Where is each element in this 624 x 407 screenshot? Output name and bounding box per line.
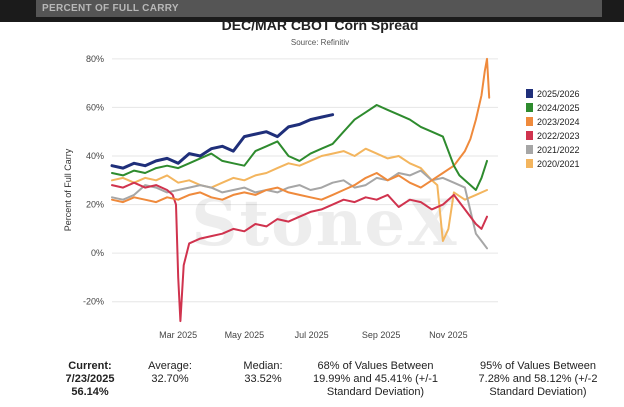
legend-swatch: [526, 117, 533, 126]
legend-swatch: [526, 145, 533, 154]
chart-title: DEC/MAR CBOT Corn Spread: [221, 17, 419, 33]
series-line-2023-2024: [111, 57, 491, 204]
legend-label: 2020/2021: [537, 159, 580, 169]
x-tick-label: Jul 2025: [295, 330, 329, 340]
legend-swatch: [526, 131, 533, 140]
stat-range-68-line3: Standard Deviation): [326, 386, 425, 398]
y-tick-label: 20%: [86, 200, 104, 210]
y-tick-label: 80%: [86, 54, 104, 64]
stat-median-value: 33.52%: [244, 373, 282, 385]
legend-label: 2022/2023: [537, 131, 580, 141]
legend-label: 2021/2022: [537, 145, 580, 155]
stat-range-68-line2: 19.99% and 45.41% (+/-1: [312, 373, 439, 385]
x-tick-label: Mar 2025: [159, 330, 197, 340]
stat-range-68-line1: 68% of Values Between: [317, 360, 434, 372]
stat-current-value: 56.14%: [71, 386, 109, 398]
legend-label: 2025/2026: [537, 89, 580, 99]
stat-current-label: Current:: [68, 360, 112, 372]
legend-swatch: [526, 89, 533, 98]
y-tick-label: 40%: [86, 151, 104, 161]
legend-swatch: [526, 159, 533, 168]
stat-range-95-line1: 95% of Values Between: [480, 360, 596, 372]
stat-range-68: 68% of Values Between 19.99% and 45.41% …: [298, 360, 453, 399]
series-line-2025-2026: [110, 113, 335, 170]
x-tick-label: Nov 2025: [429, 330, 468, 340]
stat-range-95-line2: 7.28% and 58.12% (+/-2: [478, 373, 598, 385]
series-line-2024-2025: [111, 104, 488, 191]
legend-item-2023-2024: 2023/2024: [526, 116, 580, 128]
x-tick-label: May 2025: [225, 330, 265, 340]
stat-median-label: Median:: [243, 360, 283, 372]
stat-current-date: 7/23/2025: [65, 373, 115, 385]
y-tick-label: 60%: [86, 102, 104, 112]
stat-average-label: Average:: [148, 360, 192, 372]
chart: 80% 60% 40% 20% 0% -20% Mar 2025 May 2025 Jul 20…: [63, 54, 498, 340]
stat-current: Current: 7/23/2025 56.14%: [55, 360, 125, 399]
legend-label: 2024/2025: [537, 103, 580, 113]
y-tick-label: 0%: [91, 248, 104, 258]
stat-median: Median: 33.52%: [228, 360, 298, 386]
stat-average-value: 32.70%: [151, 373, 189, 385]
legend-swatch: [526, 103, 533, 112]
legend-label: 2023/2024: [537, 117, 580, 127]
section-header: PERCENT OF FULL CARRY: [36, 0, 602, 17]
y-tick-label: -20%: [83, 297, 104, 307]
x-tick-label: Sep 2025: [362, 330, 401, 340]
stat-range-95: 95% of Values Between 7.28% and 58.12% (…: [458, 360, 618, 399]
legend-item-2020-2021: 2020/2021: [526, 158, 580, 170]
chart-source: Source: Refinitiv: [290, 38, 350, 47]
stat-range-95-line3: Standard Deviation): [489, 386, 587, 398]
y-axis-label: Percent of Full Carry: [63, 148, 73, 231]
series-line-2020-2021: [111, 147, 488, 242]
legend-item-2021-2022: 2021/2022: [526, 144, 580, 156]
stat-average: Average: 32.70%: [135, 360, 205, 386]
legend-item-2024-2025: 2024/2025: [526, 102, 580, 114]
legend-item-2022-2023: 2022/2023: [526, 130, 580, 142]
legend-item-2025-2026: 2025/2026: [526, 88, 580, 100]
